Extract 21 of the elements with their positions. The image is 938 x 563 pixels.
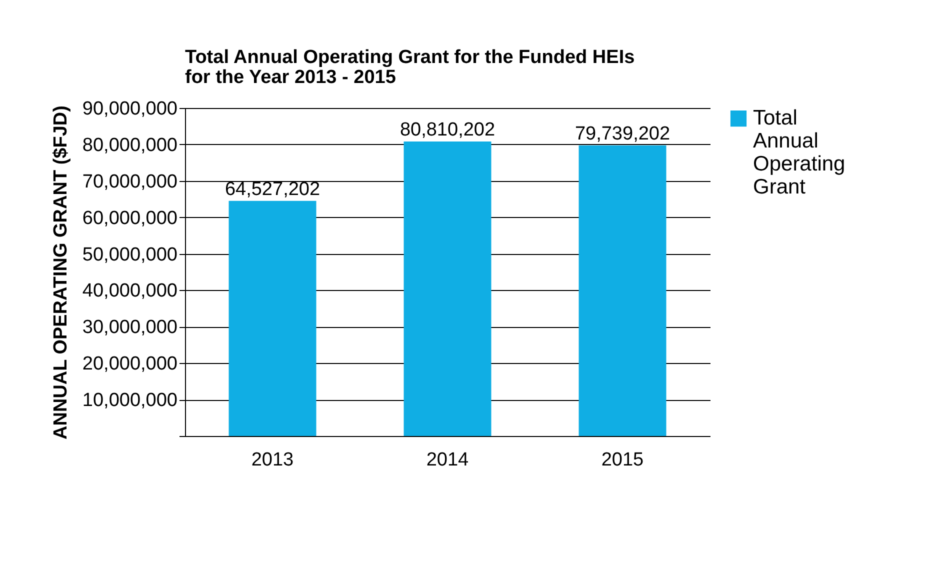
legend-label: Total Annual Operating Grant xyxy=(753,106,846,198)
y-tick-label: 10,000,000 xyxy=(82,390,178,412)
y-tick-label: 70,000,000 xyxy=(82,171,178,192)
bar xyxy=(578,145,666,436)
bar xyxy=(228,200,316,436)
x-tick-label: 2013 xyxy=(251,450,294,470)
y-tick-label: 60,000,000 xyxy=(82,208,178,229)
x-tick-label: 2014 xyxy=(426,450,470,470)
y-tick-label: 90,000,000 xyxy=(82,98,178,120)
data-label: 80,810,202 xyxy=(400,119,496,140)
y-axis-title: ANNUAL OPERATING GRANT ($FJD) xyxy=(50,106,72,440)
data-label: 79,739,202 xyxy=(574,123,670,144)
y-tick-label: 40,000,000 xyxy=(82,280,178,302)
y-tick-label: 30,000,000 xyxy=(82,317,178,338)
chart-title: Total Annual Operating Grant for the Funded HEIs for the Year 2013 - 2015 xyxy=(185,47,635,88)
x-tick-label: 2015 xyxy=(601,450,644,470)
bar xyxy=(404,141,492,436)
data-label: 64,527,202 xyxy=(224,178,320,200)
y-tick-label: 20,000,000 xyxy=(82,354,178,375)
y-tick-label: 50,000,000 xyxy=(82,244,178,266)
y-tick-label: 80,000,000 xyxy=(82,134,178,156)
